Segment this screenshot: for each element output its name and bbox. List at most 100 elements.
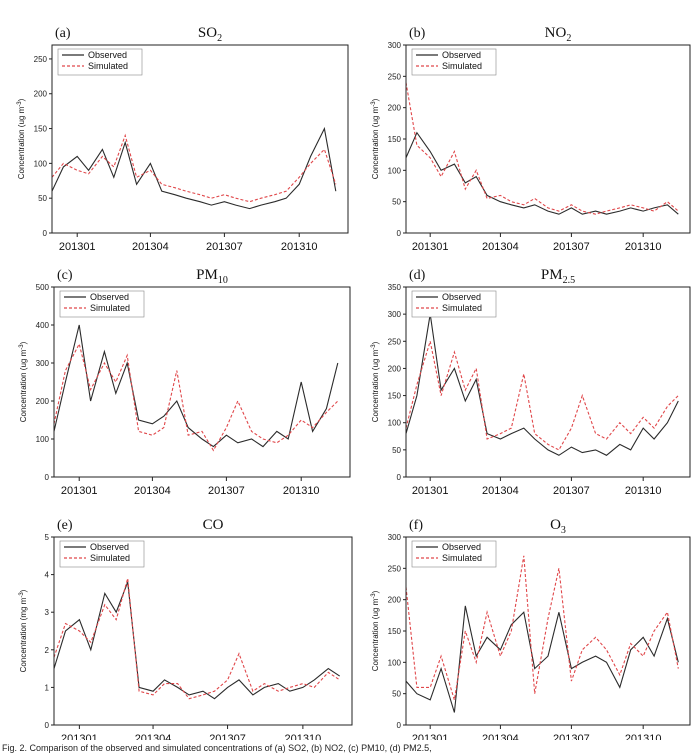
x-tick-label: 201310 <box>281 241 318 253</box>
legend-label-observed: Observed <box>442 292 481 302</box>
series-line-observed <box>406 605 679 713</box>
series-line-observed <box>54 581 341 700</box>
y-tick-label: 3 <box>45 608 50 617</box>
panel-letter: (c) <box>57 268 73 283</box>
figure-caption: Fig. 2. Comparison of the observed and s… <box>2 743 432 753</box>
x-tick-label: 201307 <box>206 241 243 253</box>
y-tick-label: 100 <box>34 159 48 168</box>
panel-d: 0 50 100 150 200 250 300 350 201301 201304 201307 2… <box>371 267 691 497</box>
x-tick-label: 201310 <box>625 733 662 740</box>
x-tick-label: 201301 <box>59 241 96 253</box>
plot-frame <box>405 286 691 478</box>
y-axis-label: Concentration (ug m-3) <box>371 590 380 671</box>
x-tick-label: 201304 <box>134 485 171 497</box>
panel-title: O3 <box>550 517 566 536</box>
x-tick-label: 201307 <box>553 241 590 253</box>
y-tick-label: 250 <box>388 72 402 81</box>
panel-letter: (e) <box>57 518 73 533</box>
legend-label-observed: Observed <box>442 50 481 60</box>
y-tick-label: 1 <box>45 683 50 692</box>
y-tick-label: 0 <box>397 229 402 238</box>
y-tick-label: 0 <box>45 721 50 730</box>
y-tick-label: 250 <box>388 337 402 346</box>
x-tick-label: 201310 <box>625 485 662 497</box>
legend-label-observed: Observed <box>88 50 127 60</box>
y-tick-label: 350 <box>388 283 402 292</box>
y-tick-label: 500 <box>36 283 50 292</box>
legend-label-simulated: Simulated <box>442 553 482 563</box>
x-tick-label: 201310 <box>285 733 322 740</box>
panel-title: PM2.5 <box>541 267 575 286</box>
series-line-simulated <box>406 341 679 451</box>
y-tick-label: 100 <box>388 419 402 428</box>
x-tick-label: 201307 <box>208 485 245 497</box>
y-tick-label: 200 <box>388 364 402 373</box>
y-tick-label: 150 <box>34 125 48 134</box>
series-line-simulated <box>406 82 679 215</box>
y-tick-label: 0 <box>397 721 402 730</box>
y-tick-label: 300 <box>388 41 402 50</box>
panel-c: 0 100 200 300 400 500 201301 201304 201307 201310… <box>19 267 351 497</box>
series-line-simulated <box>54 342 339 452</box>
legend-label-simulated: Simulated <box>442 303 482 313</box>
y-tick-label: 0 <box>43 229 48 238</box>
series-line-observed <box>406 131 679 215</box>
legend-label-simulated: Simulated <box>88 61 128 71</box>
series-line-observed <box>54 324 339 448</box>
panel-title: NO2 <box>545 25 572 44</box>
y-tick-label: 300 <box>388 310 402 319</box>
y-tick-label: 0 <box>45 473 50 482</box>
x-tick-label: 201310 <box>283 485 320 497</box>
y-tick-label: 4 <box>45 571 50 580</box>
y-tick-label: 50 <box>392 446 401 455</box>
y-tick-label: 200 <box>36 397 50 406</box>
y-tick-label: 100 <box>36 435 50 444</box>
y-axis-label: Concentration (mg m-3) <box>19 589 28 672</box>
legend-label-simulated: Simulated <box>442 61 482 71</box>
x-tick-label: 201307 <box>553 485 590 497</box>
x-tick-label: 201304 <box>135 733 172 740</box>
panel-letter: (b) <box>409 26 426 41</box>
x-tick-label: 201304 <box>482 485 519 497</box>
plot-frame <box>53 536 353 726</box>
y-tick-label: 400 <box>36 321 50 330</box>
y-tick-label: 300 <box>388 533 402 542</box>
x-tick-label: 201304 <box>482 241 519 253</box>
legend-label-observed: Observed <box>442 542 481 552</box>
y-tick-label: 300 <box>36 359 50 368</box>
x-tick-label: 201301 <box>412 733 449 740</box>
y-tick-label: 150 <box>388 627 402 636</box>
y-tick-label: 50 <box>38 194 47 203</box>
panel-e: 0 1 2 3 4 5 201301 201304 201307 201310 (e) CO Conce… <box>19 517 353 745</box>
legend-label-observed: Observed <box>90 292 129 302</box>
x-tick-label: 201307 <box>553 733 590 740</box>
y-tick-label: 5 <box>45 533 50 542</box>
series-line-observed <box>406 314 679 456</box>
x-tick-label: 201304 <box>132 241 169 253</box>
series-line-simulated <box>406 555 679 701</box>
panel-letter: (d) <box>409 268 426 283</box>
y-tick-label: 250 <box>34 55 48 64</box>
y-tick-label: 200 <box>388 596 402 605</box>
panel-title: SO2 <box>198 25 222 44</box>
series-line-simulated <box>52 133 337 203</box>
legend-label-observed: Observed <box>90 542 129 552</box>
y-tick-label: 200 <box>388 104 402 113</box>
panel-letter: (a) <box>55 26 71 41</box>
y-tick-label: 50 <box>392 198 401 207</box>
y-tick-label: 100 <box>388 658 402 667</box>
y-tick-label: 0 <box>397 473 402 482</box>
legend-label-simulated: Simulated <box>90 303 130 313</box>
plot-frame <box>53 286 351 478</box>
panel-title: CO <box>203 517 224 533</box>
x-tick-label: 201301 <box>412 485 449 497</box>
x-tick-label: 201307 <box>209 733 246 740</box>
y-tick-label: 150 <box>388 392 402 401</box>
